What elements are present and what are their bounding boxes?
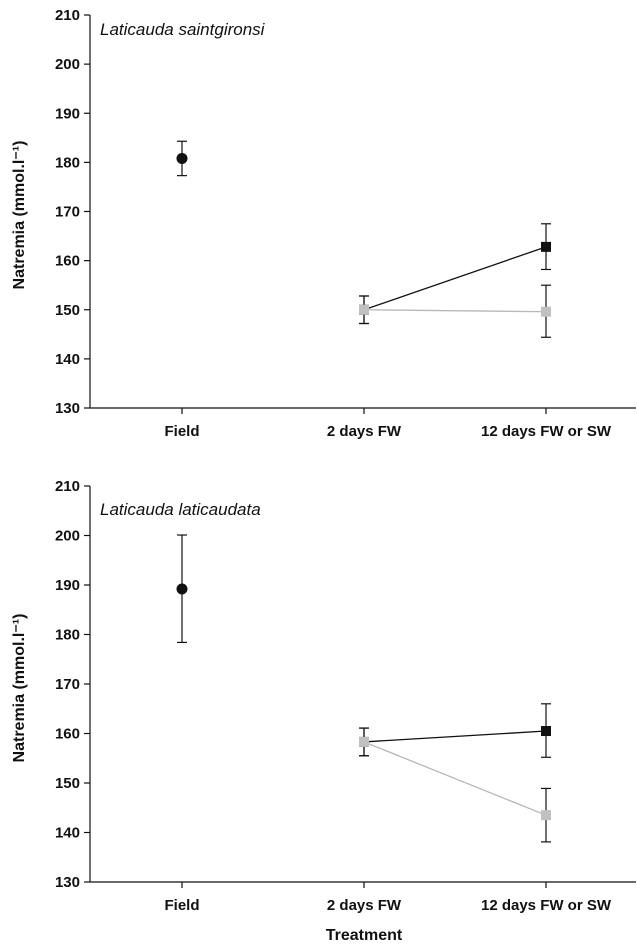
panel-title: Laticauda saintgironsi bbox=[100, 20, 266, 39]
y-tick-label: 200 bbox=[55, 528, 80, 545]
y-tick-label: 210 bbox=[55, 478, 80, 495]
y-axis-label: Natremia (mmol.l⁻¹) bbox=[11, 614, 28, 763]
data-point-square bbox=[541, 810, 551, 821]
y-tick-label: 160 bbox=[55, 726, 80, 743]
data-point-circle bbox=[176, 152, 188, 164]
data-point-circle bbox=[176, 583, 188, 595]
data-point-square bbox=[541, 306, 551, 317]
chart-top-saintgironsi: Laticauda saintgironsi Natremia (mmol.l⁻… bbox=[11, 7, 636, 440]
y-axis-label: Natremia (mmol.l⁻¹) bbox=[11, 141, 28, 290]
y-tick-label: 130 bbox=[55, 874, 80, 891]
y-tick-label: 210 bbox=[55, 7, 80, 24]
y-tick-label: 180 bbox=[55, 154, 80, 171]
y-tick-label: 180 bbox=[55, 627, 80, 644]
x-tick-label: 2 days FW bbox=[327, 897, 402, 914]
y-tick-label: 200 bbox=[55, 56, 80, 73]
y-tick-label: 150 bbox=[55, 775, 80, 792]
y-tick-label: 190 bbox=[55, 105, 80, 122]
y-tick-label: 170 bbox=[55, 676, 80, 693]
y-tick-label: 140 bbox=[55, 351, 80, 368]
data-point-square bbox=[541, 241, 551, 252]
panel-title: Laticauda laticaudata bbox=[100, 500, 261, 519]
y-tick-label: 160 bbox=[55, 253, 80, 270]
series-line bbox=[363, 309, 547, 313]
series-line bbox=[363, 246, 547, 311]
x-tick-label: 12 days FW or SW bbox=[481, 423, 612, 440]
y-tick-label: 190 bbox=[55, 577, 80, 594]
x-axis-label: Treatment bbox=[326, 927, 403, 944]
chart-bottom-laticaudata: Laticauda laticaudata Natremia (mmol.l⁻¹… bbox=[11, 478, 636, 944]
x-tick-label: Field bbox=[164, 423, 199, 440]
series-line bbox=[363, 741, 547, 816]
data-point-square bbox=[359, 736, 369, 747]
y-tick-label: 150 bbox=[55, 302, 80, 319]
y-tick-label: 140 bbox=[55, 825, 80, 842]
data-point-square bbox=[541, 726, 551, 737]
y-tick-label: 130 bbox=[55, 400, 80, 417]
y-tick-label: 170 bbox=[55, 204, 80, 221]
x-tick-label: 2 days FW bbox=[327, 423, 402, 440]
x-tick-label: 12 days FW or SW bbox=[481, 897, 612, 914]
series-line bbox=[363, 730, 547, 743]
data-point-square bbox=[359, 304, 369, 315]
x-tick-label: Field bbox=[164, 897, 199, 914]
